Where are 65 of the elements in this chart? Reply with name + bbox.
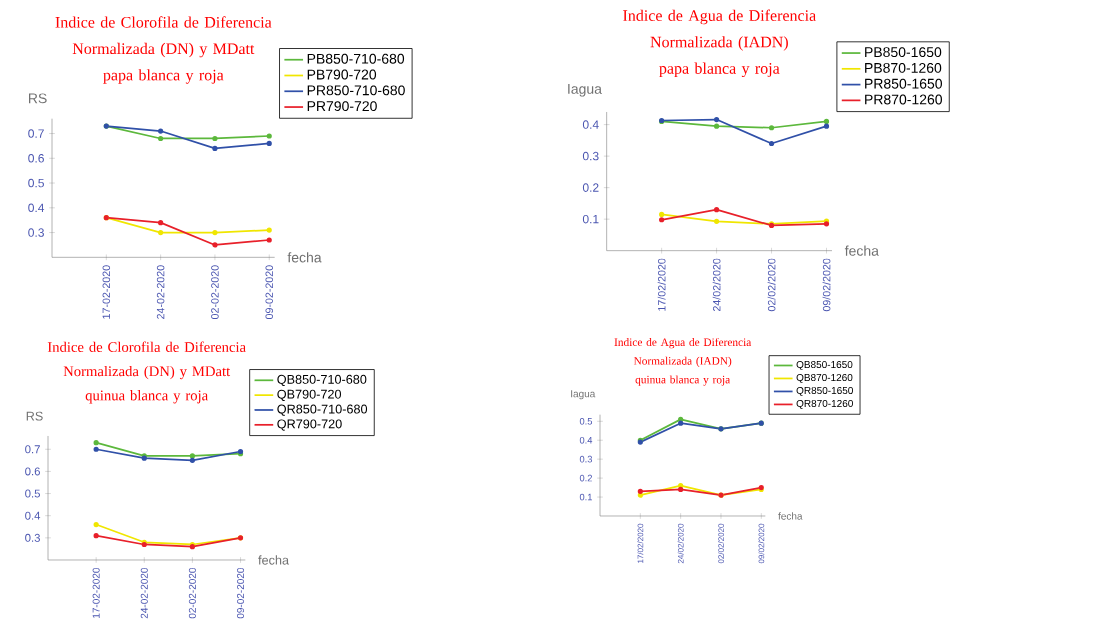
- y-tick-label: 0.2: [579, 474, 592, 482]
- legend-label: QR850-1650: [796, 386, 853, 396]
- y-tick-label: 0.6: [25, 467, 40, 476]
- legend-label: PR850-710-680: [307, 85, 405, 96]
- x-tick-label: 09/02/2020: [758, 523, 765, 564]
- x-tick-label: 09/02/2020: [822, 258, 831, 312]
- x-axis-title: fecha: [287, 252, 322, 263]
- x-tick-label: 24/02/2020: [712, 258, 721, 312]
- chart-title: Indice de Agua de Diferencia Normalizada (IADN): [614, 337, 752, 367]
- x-tick-label: 17-02-2020: [102, 265, 111, 319]
- chart-subtitle: papa blanca y roja: [103, 69, 224, 84]
- chart-title: Indice de Agua de Diferencia Normalizada (IADN): [623, 9, 816, 51]
- chart-subtitle: quinua blanca y roja: [85, 390, 208, 404]
- y-tick-label: 0.5: [28, 178, 44, 188]
- y-axis-title: RS: [26, 411, 43, 421]
- y-tick-label: 0.3: [579, 455, 593, 463]
- y-axis-title: Iagua: [568, 84, 602, 97]
- x-tick-label: 24/02/2020: [677, 523, 684, 564]
- legend-label: PR790-720: [307, 101, 377, 112]
- x-tick-label: 24-02-2020: [156, 265, 165, 319]
- y-tick-label: 0.4: [579, 436, 593, 444]
- legend-label: QB790-720: [277, 389, 342, 401]
- y-axis-title: RS: [29, 93, 47, 104]
- y-axis-title: Iagua: [571, 390, 596, 400]
- x-tick-label: 02-02-2020: [188, 567, 196, 619]
- x-tick-label: 17-02-2020: [92, 567, 100, 618]
- y-tick-label: 0.4: [28, 203, 45, 213]
- legend-label: QB870-1260: [796, 373, 853, 383]
- x-axis-title: fecha: [844, 245, 879, 256]
- x-axis-title: fecha: [778, 512, 803, 520]
- chart-subtitle: papa blanca y roja: [659, 62, 780, 78]
- x-tick-label: 02-02-2020: [211, 265, 219, 320]
- legend-label: PB850-1650: [865, 47, 942, 58]
- x-tick-label: 02/02/2020: [718, 523, 724, 564]
- x-tick-label: 17/02/2020: [637, 523, 644, 563]
- legend-label: PR870-1260: [865, 94, 943, 105]
- x-tick-label: 17/02/2020: [657, 258, 666, 311]
- y-tick-label: 0.5: [25, 489, 40, 498]
- x-tick-label: 02/02/2020: [767, 258, 776, 312]
- y-tick-label: 0.7: [25, 445, 40, 454]
- y-tick-label: 0.3: [28, 228, 44, 237]
- y-tick-label: 0.4: [25, 511, 41, 520]
- y-tick-label: 0.2: [582, 183, 599, 192]
- y-tick-label: 0.1: [582, 214, 599, 224]
- y-tick-label: 0.7: [28, 129, 44, 138]
- legend-label: PB850-710-680: [307, 53, 405, 64]
- legend-label: PB870-1260: [865, 62, 942, 73]
- x-axis-title: fecha: [258, 555, 290, 565]
- legend-label: QB850-1650: [796, 360, 853, 370]
- chart-subtitle: quinua blanca y roja: [635, 375, 731, 386]
- legend-label: QR790-720: [277, 419, 342, 431]
- legend-label: PB790-720: [307, 69, 377, 80]
- x-tick-label: 09-02-2020: [265, 265, 274, 320]
- y-tick-label: 0.5: [579, 417, 593, 425]
- legend-label: PR850-1650: [865, 78, 943, 89]
- x-tick-label: 24-02-2020: [140, 567, 148, 619]
- legend-label: QR870-1260: [796, 399, 853, 409]
- y-tick-label: 0.3: [25, 533, 40, 542]
- legend-label: QB850-710-680: [277, 374, 367, 387]
- y-tick-label: 0.4: [582, 120, 599, 129]
- y-tick-label: 0.3: [582, 151, 599, 161]
- legend-label: QR850-710-680: [277, 404, 368, 416]
- x-tick-label: 09-02-2020: [236, 567, 245, 619]
- y-tick-label: 0.1: [579, 493, 592, 501]
- y-tick-label: 0.6: [28, 154, 44, 163]
